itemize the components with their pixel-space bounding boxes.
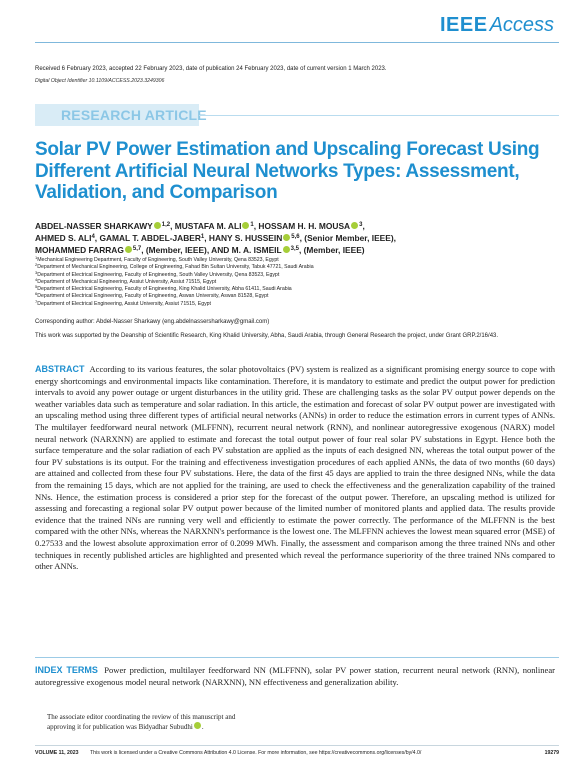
paper-title: Solar PV Power Estimation and Upscaling … — [35, 139, 540, 203]
page-number: 19279 — [544, 750, 559, 756]
ieee-access-logo: IEEE Access — [440, 14, 560, 36]
affiliation-marker: 3,5 — [290, 246, 299, 252]
author-role: , (Senior Member, IEEE), — [299, 233, 396, 243]
affiliation-text: Department of Mechanical Engineering, Co… — [37, 264, 314, 271]
editor-note-line-with-orcid: approving it for publication was Bidyadh… — [47, 722, 204, 731]
affiliation-text: Department of Electrical Engineering, Fa… — [37, 293, 269, 300]
article-type-banner: RESEARCH ARTICLE — [35, 104, 559, 126]
abstract-text: According to its various features, the s… — [35, 364, 555, 572]
affiliation-text: Department of Electrical Engineering, Fa… — [37, 271, 280, 278]
article-type-box — [35, 104, 199, 126]
affiliation-number: 5 — [35, 284, 38, 290]
affiliation-number: 7 — [35, 298, 38, 304]
author-name: HANY S. HUSSEIN — [208, 233, 283, 243]
author-name: MUSTAFA M. ALI — [174, 221, 242, 231]
index-terms-paragraph: INDEX TERMS Power prediction, multilayer… — [35, 665, 555, 688]
abstract-heading: ABSTRACT — [35, 364, 85, 374]
index-terms-text: Power prediction, multilayer feedforward… — [35, 665, 555, 687]
affiliation-item: 3Department of Electrical Engineering, F… — [35, 269, 555, 279]
author-name: HOSSAM H. H. MOUSA — [258, 221, 351, 231]
author-list: ABDEL-NASSER SHARKAWY 1,2, MUSTAFA M. ALI… — [35, 221, 396, 255]
editor-note-line: approving it for publication was Bidyadh… — [47, 723, 193, 731]
article-type-label: RESEARCH ARTICLE — [61, 107, 207, 123]
affiliation-item: 7Department of Electrical Engineering, A… — [35, 298, 555, 308]
affiliation-marker: 5,6 — [291, 234, 300, 240]
affiliation-marker: 5,7 — [132, 246, 142, 252]
article-type-rule — [199, 115, 559, 116]
logo-product: Access — [489, 14, 555, 36]
affiliation-marker: 1,2 — [161, 222, 171, 228]
orcid-icon[interactable] — [242, 222, 250, 229]
header-divider — [35, 42, 559, 43]
index-terms-heading: INDEX TERMS — [35, 665, 98, 675]
author-name: MOHAMMED FARRAG — [35, 245, 124, 255]
affiliation-number: 6 — [35, 291, 38, 297]
affiliation-number: 4 — [35, 276, 38, 282]
orcid-icon[interactable] — [124, 246, 132, 253]
logo-brand: IEEE — [440, 14, 488, 36]
affiliation-item: 2Department of Mechanical Engineering, C… — [35, 262, 555, 271]
footer-divider — [35, 745, 559, 746]
affiliation-text: Department of Mechanical Engineering, As… — [37, 278, 217, 285]
affiliation-marker: 3 — [359, 222, 363, 228]
affiliation-item: 1Mechanical Engineering Department, Facu… — [35, 255, 555, 264]
volume-label: VOLUME 11, 2023 — [35, 750, 79, 756]
affiliation-marker: 4 — [91, 234, 95, 240]
affiliation-number: 2 — [35, 262, 38, 268]
author-name: ABDEL-NASSER SHARKAWY — [35, 221, 153, 231]
affiliation-number: 1 — [35, 255, 38, 260]
affiliation-item: 5Department of Electrical Engineering, F… — [35, 284, 555, 293]
affiliation-marker: 1 — [250, 222, 254, 228]
orcid-icon[interactable] — [351, 222, 359, 229]
author-role: , (Member, IEEE), AND — [141, 245, 230, 255]
index-terms-divider — [35, 657, 559, 658]
affiliation-list: 1Mechanical Engineering Department, Facu… — [35, 255, 555, 308]
publication-dates: Received 6 February 2023, accepted 22 Fe… — [35, 66, 387, 72]
orcid-icon[interactable] — [153, 222, 161, 229]
affiliation-item: 4Department of Mechanical Engineering, A… — [35, 276, 555, 286]
orcid-icon[interactable] — [282, 246, 290, 253]
orcid-icon[interactable] — [193, 722, 201, 729]
affiliation-number: 3 — [35, 269, 38, 275]
affiliation-text: Department of Electrical Engineering, As… — [37, 300, 212, 307]
affiliation-text: Department of Electrical Engineering, Fa… — [37, 286, 292, 293]
corresponding-author: Corresponding author: Abdel-Nasser Shark… — [35, 319, 270, 325]
associate-editor-note: The associate editor coordinating the re… — [47, 712, 307, 732]
affiliation-item: 6Department of Electrical Engineering, F… — [35, 291, 555, 300]
author-name: GAMAL T. ABDEL-JABER — [99, 233, 201, 243]
abstract-paragraph: ABSTRACT According to its various featur… — [35, 364, 555, 573]
author-name: AHMED S. ALI — [35, 233, 92, 243]
page-footer: VOLUME 11, 2023 This work is licensed un… — [35, 749, 559, 759]
license-text[interactable]: This work is licensed under a Creative C… — [90, 750, 422, 756]
affiliation-text: Mechanical Engineering Department, Facul… — [37, 257, 279, 263]
funding-statement: This work was supported by the Deanship … — [35, 333, 499, 339]
orcid-icon[interactable] — [283, 234, 291, 241]
editor-note-line: The associate editor coordinating the re… — [47, 713, 236, 721]
doi-line: Digital Object Identifier 10.1109/ACCESS… — [35, 78, 165, 84]
author-name: M. A. ISMEIL — [231, 245, 282, 255]
author-role: , (Member, IEEE) — [298, 245, 365, 255]
affiliation-marker: 1 — [200, 234, 205, 240]
